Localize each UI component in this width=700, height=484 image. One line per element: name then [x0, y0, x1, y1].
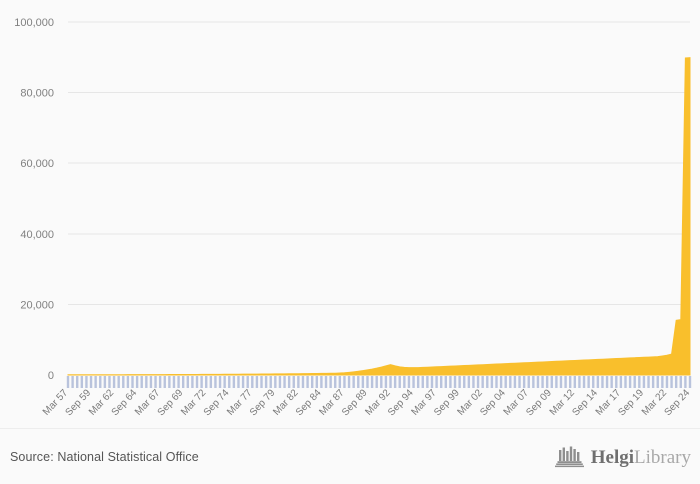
- logo-text-library: Library: [634, 446, 691, 468]
- y-axis-tick-label: 60,000: [20, 158, 54, 170]
- y-axis-tick-label: 80,000: [20, 88, 54, 100]
- area-series: [67, 57, 691, 376]
- logo-wordmark: HelgiLibrary: [591, 448, 691, 467]
- chart-footer: Source: National Statistical Office Helg…: [0, 428, 700, 484]
- chart-background: [0, 0, 700, 430]
- x-axis-tick-marks: [66, 376, 692, 388]
- y-axis-tick-label: 40,000: [20, 229, 54, 241]
- source-label: Source: National Statistical Office: [10, 450, 199, 464]
- helgi-library-logo[interactable]: HelgiLibrary: [554, 443, 691, 471]
- library-building-icon: [554, 446, 584, 468]
- y-axis-tick-label: 0: [48, 370, 54, 382]
- y-axis-tick-label: 20,000: [20, 299, 54, 311]
- plot-area: 0 20,000 40,000 60,000 80,000 100,000 Mar 57 S…: [0, 0, 700, 430]
- y-axis-tick-label: 100,000: [14, 17, 54, 29]
- area-path: [67, 57, 691, 376]
- y-axis-labels: 0 20,000 40,000 60,000 80,000 100,000: [14, 17, 54, 382]
- logo-text-helgi: Helgi: [590, 446, 635, 468]
